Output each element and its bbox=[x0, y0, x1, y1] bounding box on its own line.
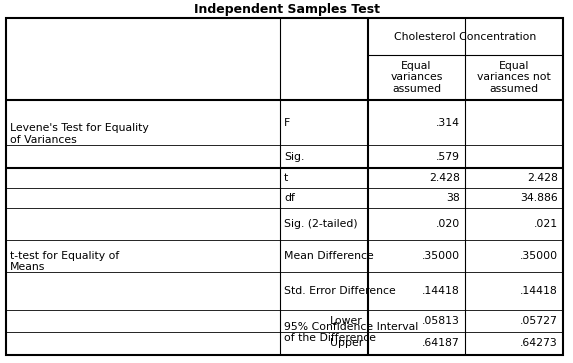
Text: .35000: .35000 bbox=[520, 251, 558, 261]
Text: Lower: Lower bbox=[330, 316, 363, 326]
Text: .05813: .05813 bbox=[422, 316, 460, 326]
Text: .14418: .14418 bbox=[520, 286, 558, 296]
Text: Cholesterol Concentration: Cholesterol Concentration bbox=[394, 32, 537, 41]
Text: Levene's Test for Equality
of Variances: Levene's Test for Equality of Variances bbox=[10, 123, 149, 145]
Text: Equal
variances not
assumed: Equal variances not assumed bbox=[477, 61, 551, 94]
Text: 34.886: 34.886 bbox=[520, 193, 558, 203]
Text: 95% Confidence Interval
of the Difference: 95% Confidence Interval of the Differenc… bbox=[284, 322, 418, 343]
Text: Equal
variances
assumed: Equal variances assumed bbox=[390, 61, 443, 94]
Text: t: t bbox=[284, 173, 288, 183]
Text: Mean Difference: Mean Difference bbox=[284, 251, 374, 261]
Text: Sig. (2-tailed): Sig. (2-tailed) bbox=[284, 219, 358, 229]
Text: 38: 38 bbox=[446, 193, 460, 203]
Text: .35000: .35000 bbox=[422, 251, 460, 261]
Text: Sig.: Sig. bbox=[284, 151, 304, 162]
Text: .021: .021 bbox=[534, 219, 558, 229]
Text: .020: .020 bbox=[435, 219, 460, 229]
Text: .05727: .05727 bbox=[520, 316, 558, 326]
Text: .314: .314 bbox=[436, 118, 460, 127]
Text: df: df bbox=[284, 193, 295, 203]
Text: 2.428: 2.428 bbox=[429, 173, 460, 183]
Text: t-test for Equality of
Means: t-test for Equality of Means bbox=[10, 251, 119, 272]
Text: 2.428: 2.428 bbox=[527, 173, 558, 183]
Text: F: F bbox=[284, 118, 291, 127]
Text: .579: .579 bbox=[436, 151, 460, 162]
Text: .64273: .64273 bbox=[520, 339, 558, 348]
Text: .14418: .14418 bbox=[422, 286, 460, 296]
Text: Upper: Upper bbox=[329, 339, 363, 348]
Text: Independent Samples Test: Independent Samples Test bbox=[194, 4, 379, 16]
Text: .64187: .64187 bbox=[422, 339, 460, 348]
Text: Std. Error Difference: Std. Error Difference bbox=[284, 286, 396, 296]
